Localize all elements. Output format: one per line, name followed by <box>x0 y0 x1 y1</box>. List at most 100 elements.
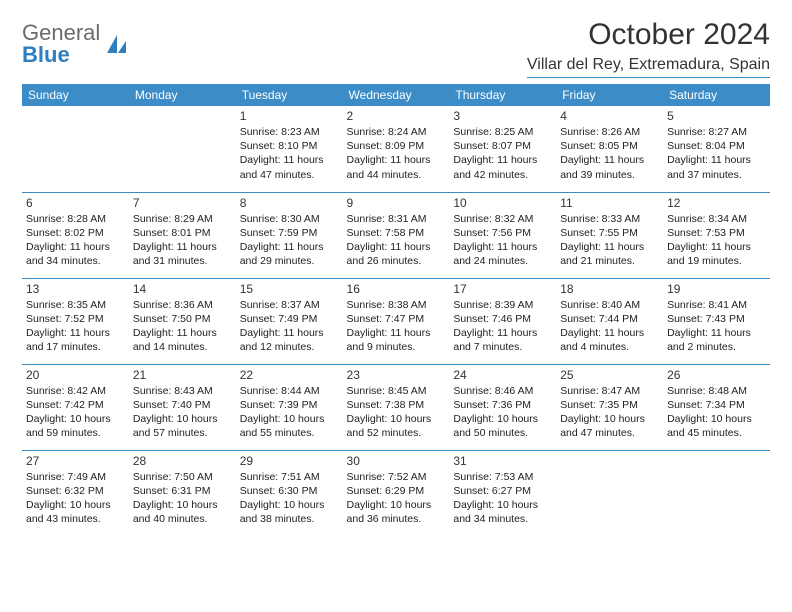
calendar-cell: 10 Sunrise: 8:32 AMSunset: 7:56 PMDayligh… <box>449 192 556 278</box>
sunrise-line: Sunrise: 8:23 AM <box>240 125 339 139</box>
sunset-line: Sunset: 8:10 PM <box>240 139 339 153</box>
calendar-cell: 1 Sunrise: 8:23 AMSunset: 8:10 PMDaylight… <box>236 106 343 192</box>
sunrise-line: Sunrise: 8:41 AM <box>667 298 766 312</box>
location-line: Villar del Rey, Extremadura, Spain <box>527 56 770 78</box>
sunset-line: Sunset: 6:27 PM <box>453 484 552 498</box>
daylight-line: Daylight: 11 hours and 19 minutes. <box>667 240 766 268</box>
day-number: 24 <box>453 368 552 382</box>
sunset-line: Sunset: 7:44 PM <box>560 312 659 326</box>
calendar-cell <box>663 450 770 536</box>
day-info: Sunrise: 7:52 AMSunset: 6:29 PMDaylight:… <box>347 470 446 527</box>
day-number: 2 <box>347 109 446 123</box>
day-number: 22 <box>240 368 339 382</box>
day-info: Sunrise: 8:38 AMSunset: 7:47 PMDaylight:… <box>347 298 446 355</box>
day-number: 30 <box>347 454 446 468</box>
day-info: Sunrise: 8:33 AMSunset: 7:55 PMDaylight:… <box>560 212 659 269</box>
calendar-cell: 4 Sunrise: 8:26 AMSunset: 8:05 PMDaylight… <box>556 106 663 192</box>
calendar-cell: 2Sunrise: 8:24 AMSunset: 8:09 PMDaylight… <box>343 106 450 192</box>
day-info: Sunrise: 8:26 AMSunset: 8:05 PMDaylight:… <box>560 125 659 182</box>
sunrise-line: Sunrise: 8:35 AM <box>26 298 125 312</box>
calendar-cell: 19Sunrise: 8:41 AMSunset: 7:43 PMDayligh… <box>663 278 770 364</box>
sunset-line: Sunset: 7:55 PM <box>560 226 659 240</box>
daylight-line: Daylight: 11 hours and 31 minutes. <box>133 240 232 268</box>
calendar-cell: 20Sunrise: 8:42 AMSunset: 7:42 PMDayligh… <box>22 364 129 450</box>
day-number: 3 <box>453 109 552 123</box>
sunset-line: Sunset: 7:34 PM <box>667 398 766 412</box>
sunset-line: Sunset: 8:04 PM <box>667 139 766 153</box>
daylight-line: Daylight: 11 hours and 12 minutes. <box>240 326 339 354</box>
sunrise-line: Sunrise: 7:50 AM <box>133 470 232 484</box>
daylight-line: Daylight: 11 hours and 37 minutes. <box>667 153 766 181</box>
header: General Blue October 2024 Villar del Rey… <box>22 18 770 78</box>
sunset-line: Sunset: 7:56 PM <box>453 226 552 240</box>
sunset-line: Sunset: 7:39 PM <box>240 398 339 412</box>
day-number: 27 <box>26 454 125 468</box>
calendar-row: 6Sunrise: 8:28 AMSunset: 8:02 PMDaylight… <box>22 192 770 278</box>
calendar-cell <box>556 450 663 536</box>
day-number: 25 <box>560 368 659 382</box>
calendar-cell: 30 Sunrise: 7:52 AMSunset: 6:29 PMDayligh… <box>343 450 450 536</box>
sunrise-line: Sunrise: 8:28 AM <box>26 212 125 226</box>
day-number: 12 <box>667 196 766 210</box>
calendar-cell: 24Sunrise: 8:46 AMSunset: 7:36 PMDayligh… <box>449 364 556 450</box>
day-number: 21 <box>133 368 232 382</box>
day-info: Sunrise: 8:23 AMSunset: 8:10 PMDaylight:… <box>240 125 339 182</box>
brand-logo: General Blue <box>22 18 129 66</box>
sunset-line: Sunset: 7:38 PM <box>347 398 446 412</box>
daylight-line: Daylight: 10 hours and 38 minutes. <box>240 498 339 526</box>
sunset-line: Sunset: 7:42 PM <box>26 398 125 412</box>
sunset-line: Sunset: 6:30 PM <box>240 484 339 498</box>
day-info: Sunrise: 7:50 AMSunset: 6:31 PMDaylight:… <box>133 470 232 527</box>
sunrise-line: Sunrise: 8:40 AM <box>560 298 659 312</box>
daylight-line: Daylight: 10 hours and 52 minutes. <box>347 412 446 440</box>
sunset-line: Sunset: 6:32 PM <box>26 484 125 498</box>
calendar-cell: 27 Sunrise: 7:49 AMSunset: 6:32 PMDayligh… <box>22 450 129 536</box>
daylight-line: Daylight: 10 hours and 36 minutes. <box>347 498 446 526</box>
calendar-cell: 21 Sunrise: 8:43 AMSunset: 7:40 PMDayligh… <box>129 364 236 450</box>
col-tue: Tuesday <box>236 84 343 106</box>
calendar-cell: 14Sunrise: 8:36 AMSunset: 7:50 PMDayligh… <box>129 278 236 364</box>
daylight-line: Daylight: 10 hours and 43 minutes. <box>26 498 125 526</box>
sunrise-line: Sunrise: 8:25 AM <box>453 125 552 139</box>
sunrise-line: Sunrise: 7:49 AM <box>26 470 125 484</box>
daylight-line: Daylight: 11 hours and 42 minutes. <box>453 153 552 181</box>
calendar-cell: 13Sunrise: 8:35 AMSunset: 7:52 PMDayligh… <box>22 278 129 364</box>
daylight-line: Daylight: 11 hours and 2 minutes. <box>667 326 766 354</box>
calendar-cell: 16Sunrise: 8:38 AMSunset: 7:47 PMDayligh… <box>343 278 450 364</box>
sunset-line: Sunset: 7:47 PM <box>347 312 446 326</box>
calendar-cell: 28Sunrise: 7:50 AMSunset: 6:31 PMDayligh… <box>129 450 236 536</box>
sunset-line: Sunset: 7:59 PM <box>240 226 339 240</box>
calendar-cell: 8Sunrise: 8:30 AMSunset: 7:59 PMDaylight… <box>236 192 343 278</box>
day-info: Sunrise: 8:27 AMSunset: 8:04 PMDaylight:… <box>667 125 766 182</box>
day-number: 19 <box>667 282 766 296</box>
sunrise-line: Sunrise: 8:32 AM <box>453 212 552 226</box>
day-info: Sunrise: 8:25 AMSunset: 8:07 PMDaylight:… <box>453 125 552 182</box>
day-number: 10 <box>453 196 552 210</box>
daylight-line: Daylight: 11 hours and 14 minutes. <box>133 326 232 354</box>
day-number: 1 <box>240 109 339 123</box>
daylight-line: Daylight: 11 hours and 29 minutes. <box>240 240 339 268</box>
sunrise-line: Sunrise: 8:38 AM <box>347 298 446 312</box>
day-info: Sunrise: 8:36 AMSunset: 7:50 PMDaylight:… <box>133 298 232 355</box>
daylight-line: Daylight: 11 hours and 24 minutes. <box>453 240 552 268</box>
day-info: Sunrise: 8:43 AMSunset: 7:40 PMDaylight:… <box>133 384 232 441</box>
sunrise-line: Sunrise: 8:27 AM <box>667 125 766 139</box>
sunset-line: Sunset: 7:52 PM <box>26 312 125 326</box>
daylight-line: Daylight: 11 hours and 26 minutes. <box>347 240 446 268</box>
sunrise-line: Sunrise: 8:33 AM <box>560 212 659 226</box>
day-info: Sunrise: 8:48 AMSunset: 7:34 PMDaylight:… <box>667 384 766 441</box>
calendar-cell <box>22 106 129 192</box>
calendar-cell: 26Sunrise: 8:48 AMSunset: 7:34 PMDayligh… <box>663 364 770 450</box>
sunrise-line: Sunrise: 8:34 AM <box>667 212 766 226</box>
sunset-line: Sunset: 7:53 PM <box>667 226 766 240</box>
day-info: Sunrise: 7:51 AMSunset: 6:30 PMDaylight:… <box>240 470 339 527</box>
day-number: 15 <box>240 282 339 296</box>
day-header-row: Sunday Monday Tuesday Wednesday Thursday… <box>22 84 770 106</box>
day-number: 4 <box>560 109 659 123</box>
sunset-line: Sunset: 7:35 PM <box>560 398 659 412</box>
daylight-line: Daylight: 11 hours and 7 minutes. <box>453 326 552 354</box>
sunset-line: Sunset: 6:29 PM <box>347 484 446 498</box>
daylight-line: Daylight: 11 hours and 17 minutes. <box>26 326 125 354</box>
calendar-table: Sunday Monday Tuesday Wednesday Thursday… <box>22 84 770 536</box>
day-info: Sunrise: 8:29 AMSunset: 8:01 PMDaylight:… <box>133 212 232 269</box>
